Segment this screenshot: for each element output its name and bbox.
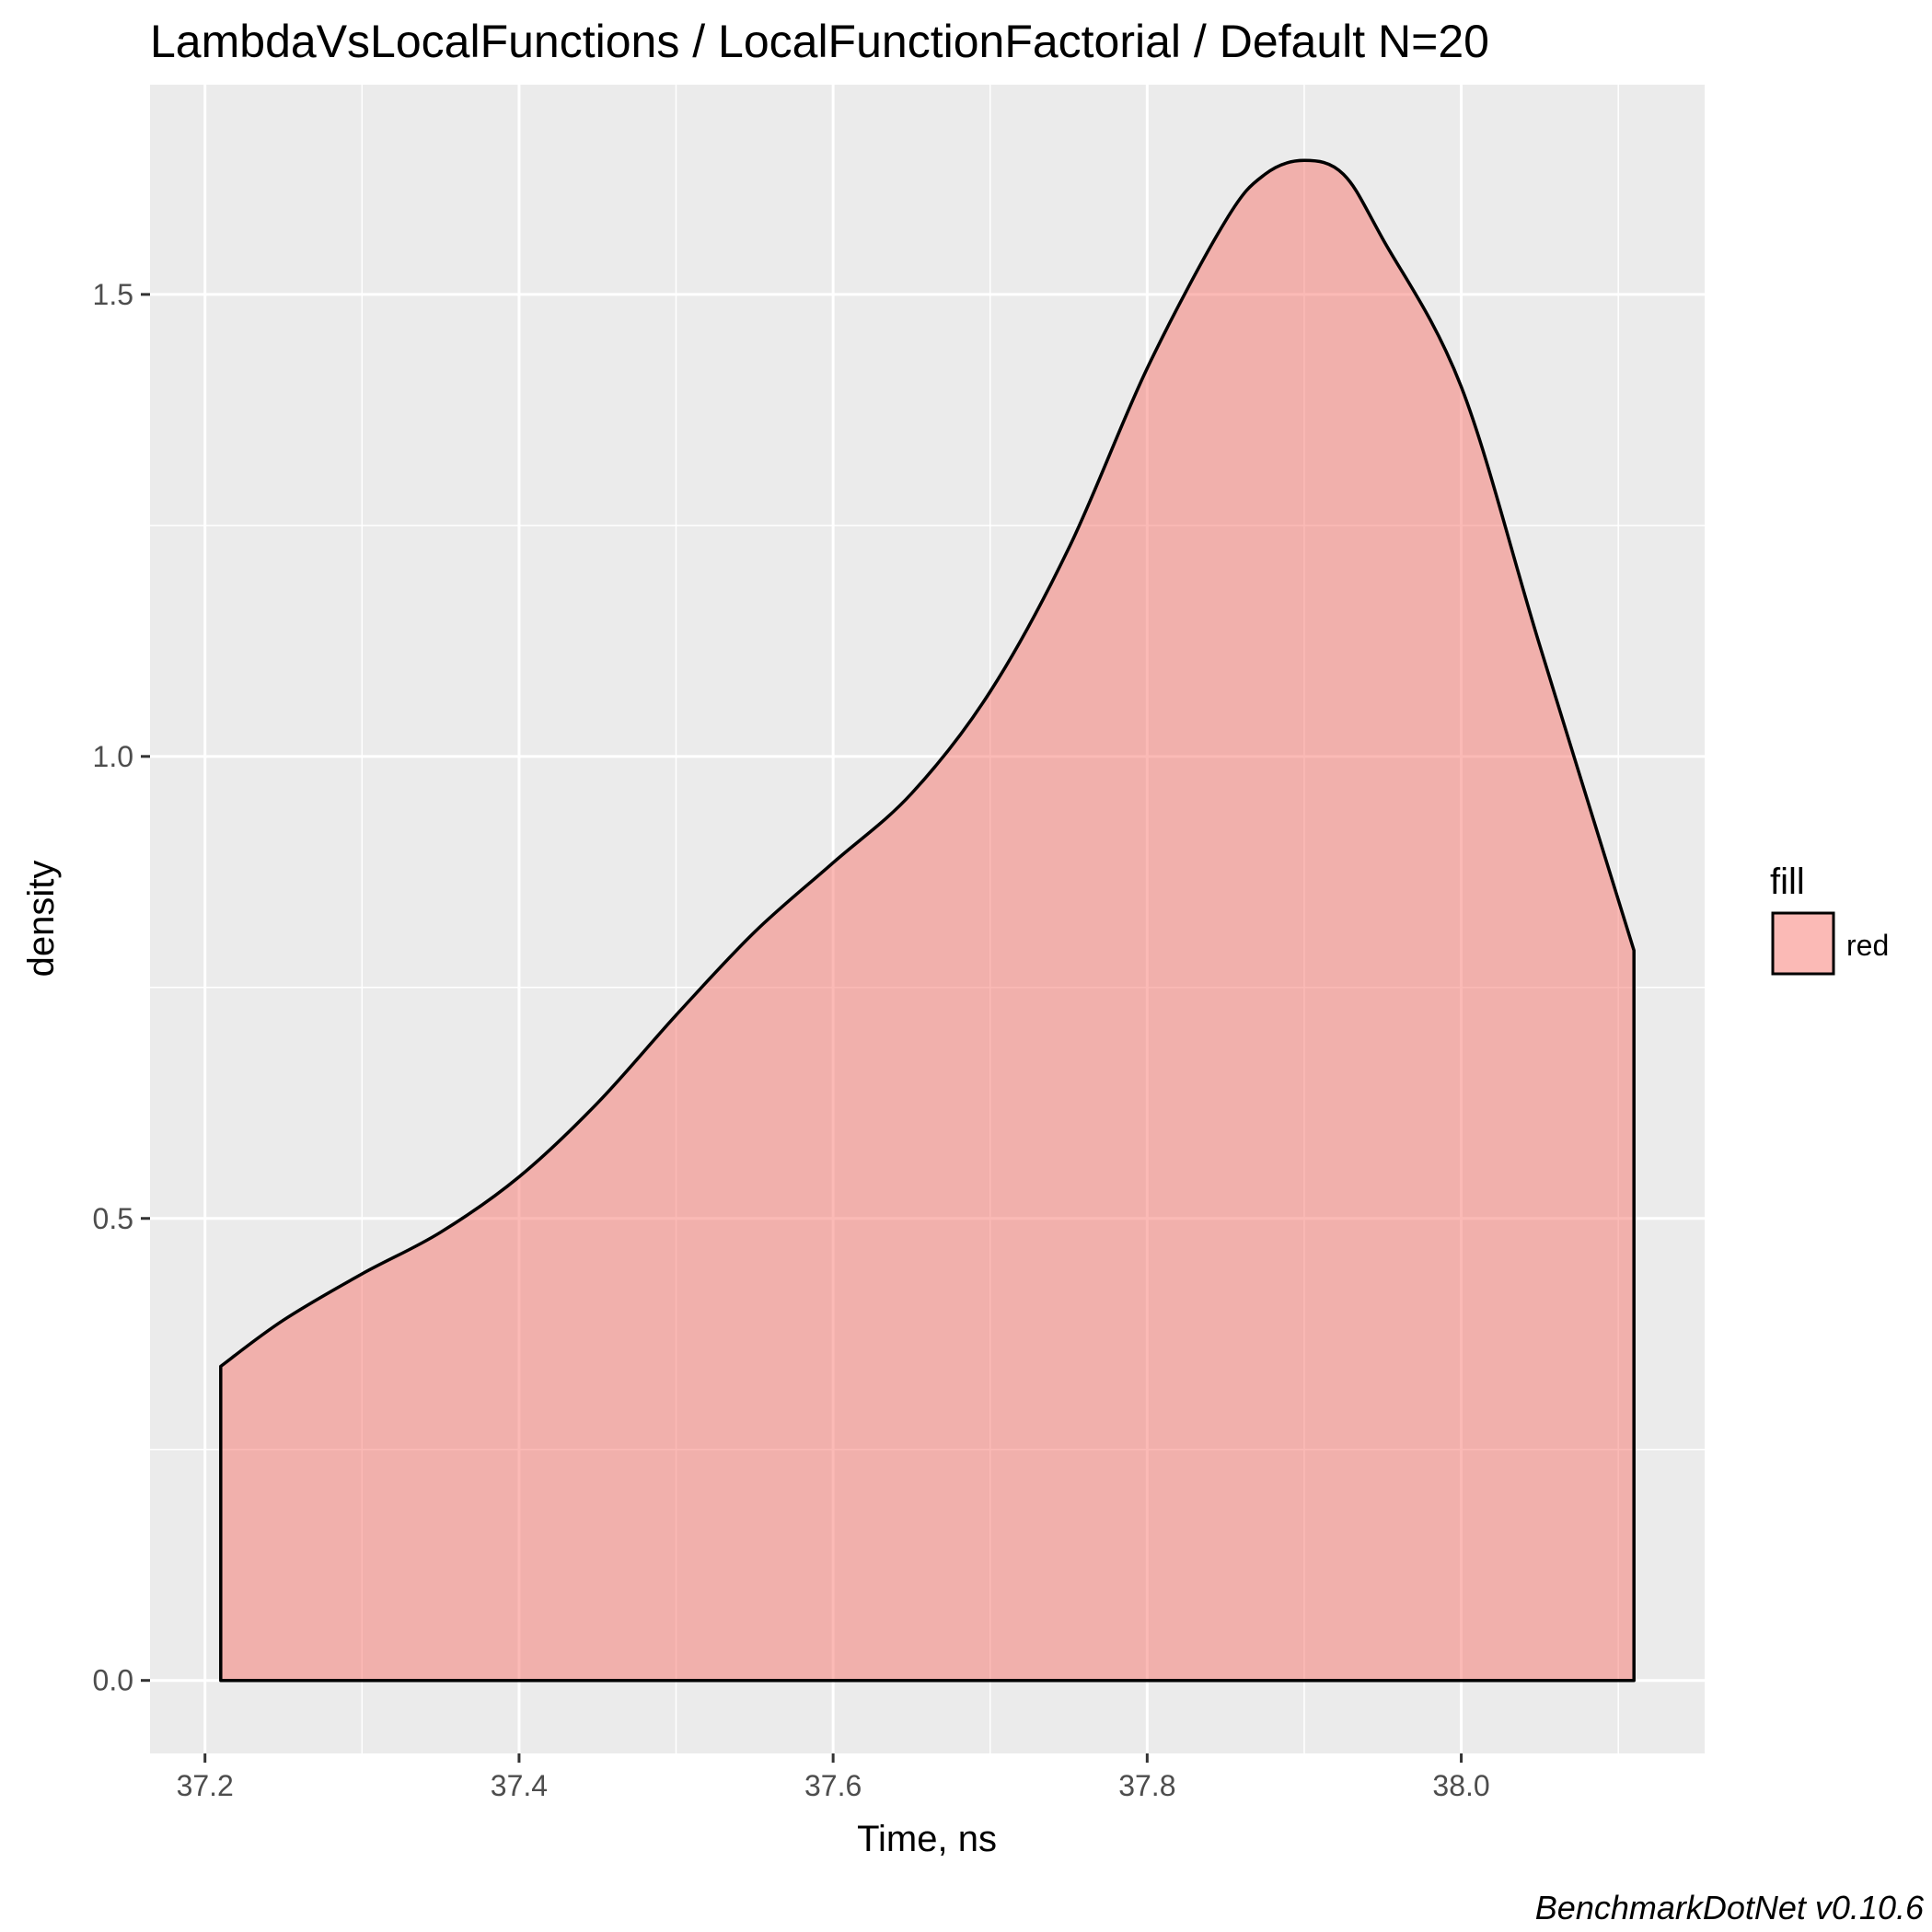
x-tick-label-1: 37.4 xyxy=(491,1769,548,1802)
x-tick-label-0: 37.2 xyxy=(177,1769,234,1802)
chart-title: LambdaVsLocalFunctions / LocalFunctionFa… xyxy=(150,16,1489,67)
y-tick-label-1: 0.5 xyxy=(93,1202,133,1235)
legend-title: fill xyxy=(1770,862,1805,902)
x-tick-label-3: 37.8 xyxy=(1118,1769,1175,1802)
axes: 37.2 37.4 37.6 37.8 38.0 0.0 0.5 1.0 1.5 xyxy=(93,278,1490,1802)
y-tick-label-2: 1.0 xyxy=(93,740,133,773)
y-tick-label-0: 0.0 xyxy=(93,1664,133,1697)
density-area-red xyxy=(219,158,1636,1683)
y-axis-title: density xyxy=(21,861,62,978)
x-tick-label-2: 37.6 xyxy=(804,1769,862,1802)
caption: BenchmarkDotNet v0.10.6 xyxy=(1535,1889,1925,1926)
legend-label-red: red xyxy=(1846,929,1889,962)
legend-key-red xyxy=(1771,911,1835,976)
legend: fill red xyxy=(1770,862,1889,976)
density-series xyxy=(219,158,1636,1683)
x-tick-label-4: 38.0 xyxy=(1432,1769,1489,1802)
y-tick-label-3: 1.5 xyxy=(93,278,133,311)
x-axis-title: Time, ns xyxy=(857,1819,997,1859)
